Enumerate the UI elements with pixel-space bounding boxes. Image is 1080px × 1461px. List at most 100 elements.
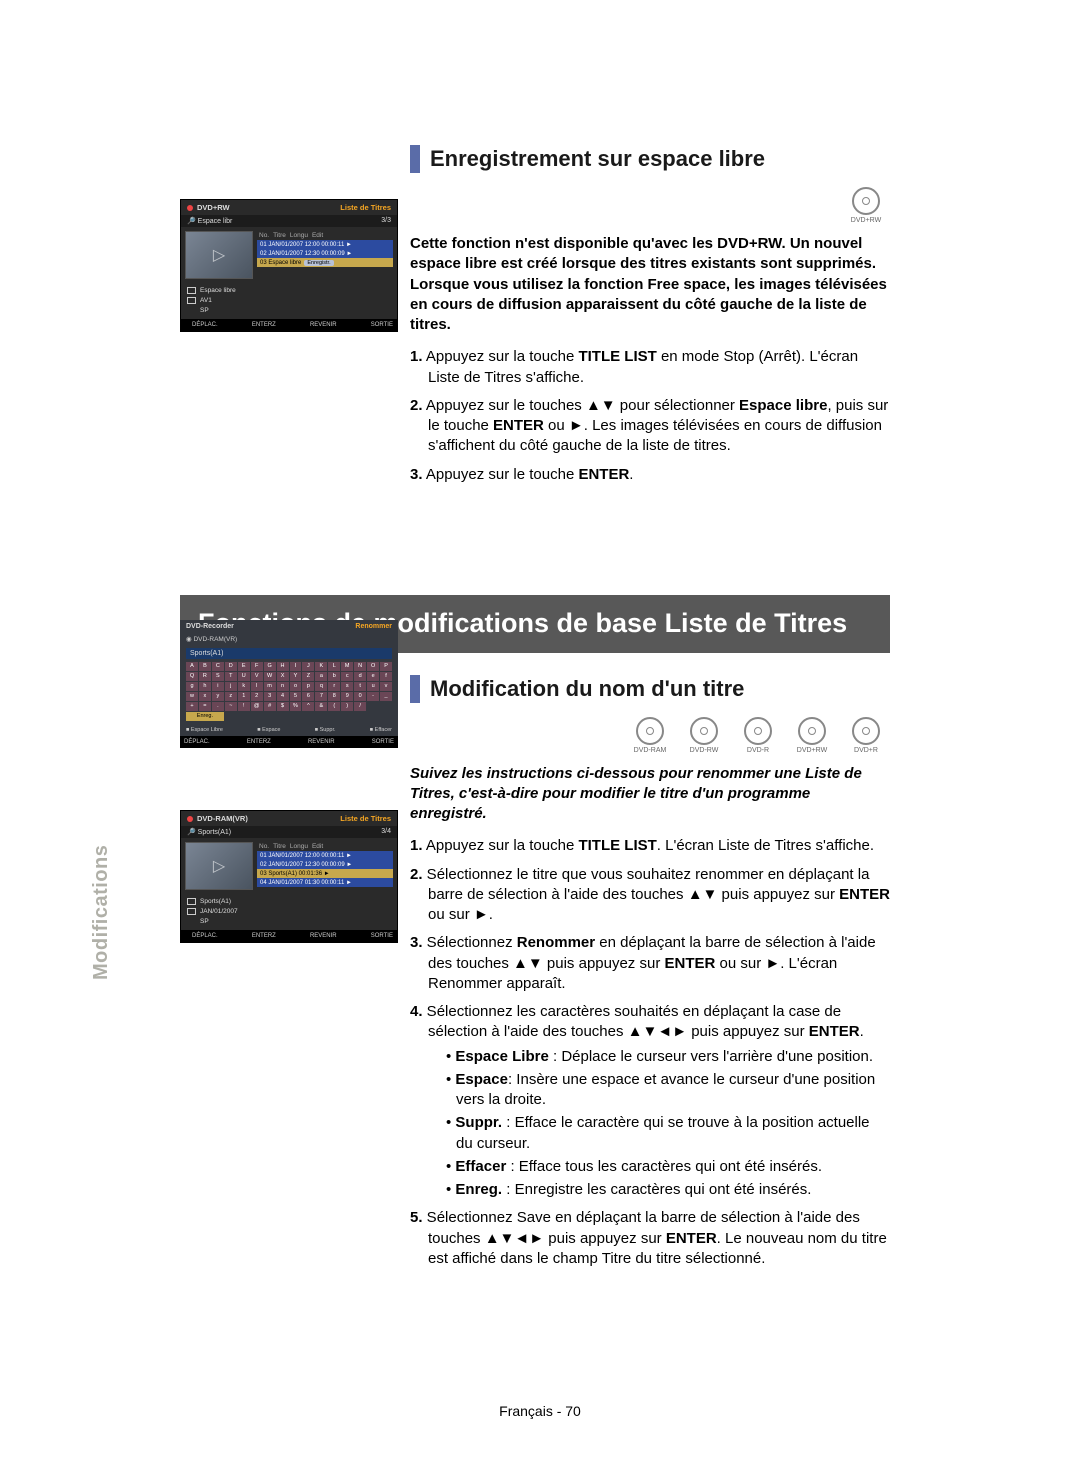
keyboard-key: O <box>367 662 379 671</box>
disc-icon: DVD+R <box>842 717 890 754</box>
substep-item: Suppr. : Efface le caractère qui se trou… <box>446 1113 890 1154</box>
keyboard-key: # <box>264 702 276 711</box>
hint-label: REVENIR <box>303 322 337 328</box>
keyboard-key: J <box>302 662 314 671</box>
list-row: 03 Sports(A1) 00:01:36 ► <box>257 869 393 878</box>
keyboard-key: / <box>354 702 366 711</box>
onscreen-keyboard: ABCDEFGHIJKLMNOPQRSTUVWXYZabcdefghijklmn… <box>186 662 392 721</box>
keyboard-key: i <box>212 682 224 691</box>
step-item: 3. Appuyez sur le touche ENTER. <box>410 465 890 485</box>
keyboard-key: ~ <box>225 702 237 711</box>
keyboard-key: M <box>341 662 353 671</box>
step-item: 2. Appuyez sur le touches ▲▼ pour sélect… <box>410 396 890 457</box>
keyboard-key: $ <box>277 702 289 711</box>
keyboard-key: 2 <box>251 692 263 701</box>
keyboard-key: r <box>328 682 340 691</box>
keyboard-key: 1 <box>238 692 250 701</box>
list-row: 04 JAN/01/2007 01:30 00:00:11 ► <box>257 878 393 887</box>
keyboard-key: 9 <box>341 692 353 701</box>
hint-label: SORTIE <box>364 933 393 939</box>
step-item: 3. Sélectionnez Renommer en déplaçant la… <box>410 933 890 994</box>
substep-item: Effacer : Efface tous les caractères qui… <box>446 1157 890 1177</box>
list-row: 01 JAN/01/2007 12:00 00:00:11 ► <box>257 240 393 249</box>
keyboard-key: S <box>212 672 224 681</box>
heading-rename: Modification du nom d'un titre <box>410 675 890 703</box>
keyboard-key: W <box>264 672 276 681</box>
meta-row: SP <box>187 917 391 926</box>
section-free-space: Enregistrement sur espace libre DVD+RW C… <box>410 145 890 485</box>
meta-row: Sports(A1) <box>187 897 391 906</box>
keyboard-key: 0 <box>354 692 366 701</box>
keyboard-key: 5 <box>290 692 302 701</box>
keyboard-key: & <box>315 702 327 711</box>
screenshot-title-list-dvdram: DVD-RAM(VR) Liste de Titres 🔎 Sports(A1)… <box>180 810 398 943</box>
title-list: No.TitreLonguEdit 01 JAN/01/2007 12:00 0… <box>257 842 393 890</box>
keyboard-key: A <box>186 662 198 671</box>
keyboard-key: l <box>251 682 263 691</box>
panel-meta: Sports(A1)JAN/01/2007SP <box>181 894 397 930</box>
keyboard-key: k <box>238 682 250 691</box>
title-list: No.TitreLonguEdit 01 JAN/01/2007 12:00 0… <box>257 231 393 279</box>
hint-label: REVENIR <box>308 739 335 745</box>
disc-icon: DVD-RW <box>680 717 728 754</box>
step-item: 2. Sélectionnez le titre que vous souhai… <box>410 865 890 926</box>
heading-free-space: Enregistrement sur espace libre <box>410 145 890 173</box>
record-icon <box>187 816 193 822</box>
keyboard-key: j <box>225 682 237 691</box>
disc-icon-row-2: DVD-RAMDVD-RWDVD-RDVD+RWDVD+R <box>410 717 890 754</box>
list-row: 03 Espace libreEnregistr. <box>257 258 393 267</box>
keyboard-key: n <box>277 682 289 691</box>
keyboard-key: a <box>315 672 327 681</box>
hint-label: SORTIE <box>372 739 394 745</box>
disc-icon: DVD-RAM <box>626 717 674 754</box>
record-icon <box>187 205 193 211</box>
video-thumbnail <box>185 231 253 279</box>
keyboard-key: Y <box>290 672 302 681</box>
panel-subheader: 🔎 Espace libr 3/3 <box>181 215 397 227</box>
list-header: No.TitreLonguEdit <box>257 842 393 851</box>
keyboard-key: c <box>341 672 353 681</box>
hint-label: REVENIR <box>303 933 337 939</box>
keyboard-key: B <box>199 662 211 671</box>
legend-item: Suppr. <box>315 727 336 733</box>
keyboard-key: @ <box>251 702 263 711</box>
legend-item: Espace <box>257 727 280 733</box>
screenshot-title-list-dvdrw: DVD+RW Liste de Titres 🔎 Espace libr 3/3… <box>180 199 398 332</box>
keyboard-key: w <box>186 692 198 701</box>
step-item: 1. Appuyez sur la touche TITLE LIST. L'é… <box>410 836 890 856</box>
keyboard-key: 6 <box>302 692 314 701</box>
keyboard-key: + <box>186 702 198 711</box>
keyboard-save-key: Enreg. <box>186 712 224 721</box>
substep-item: Enreg. : Enregistre les caractères qui o… <box>446 1180 890 1200</box>
keyboard-key: v <box>380 682 392 691</box>
panel-header: DVD-RAM(VR) Liste de Titres <box>181 811 397 826</box>
keyboard-key: _ <box>380 692 392 701</box>
keyboard-key: ( <box>328 702 340 711</box>
keyboard-key: 4 <box>277 692 289 701</box>
keyboard-key: x <box>199 692 211 701</box>
keyboard-key: = <box>199 702 211 711</box>
keyboard-key: ^ <box>302 702 314 711</box>
panel-subheader: 🔎 Sports(A1) 3/4 <box>181 826 397 838</box>
disc-icon: DVD+RW <box>842 187 890 224</box>
meta-row: JAN/01/2007 <box>187 907 391 916</box>
keyboard-key: L <box>328 662 340 671</box>
keyboard-key: 7 <box>315 692 327 701</box>
keyboard-key: y <box>212 692 224 701</box>
panel-meta: Espace libreAV1SP <box>181 283 397 319</box>
steps-list-1: 1. Appuyez sur la touche TITLE LIST en m… <box>410 347 890 485</box>
list-header: No.TitreLonguEdit <box>257 231 393 240</box>
list-row: 01 JAN/01/2007 12:00 00:00:11 ► <box>257 851 393 860</box>
step-item: 4. Sélectionnez les caractères souhaités… <box>410 1002 890 1200</box>
keyboard-key: D <box>225 662 237 671</box>
keyboard-key: g <box>186 682 198 691</box>
hint-label: DÉPLAC. <box>185 933 218 939</box>
keyboard-key: T <box>225 672 237 681</box>
keyboard-key: h <box>199 682 211 691</box>
legend-item: Effacer <box>370 727 392 733</box>
keyboard-key: H <box>277 662 289 671</box>
panel-header: DVD-Recorder Renommer <box>180 620 398 633</box>
keyboard-key: 8 <box>328 692 340 701</box>
step-item: 5. Sélectionnez Save en déplaçant la bar… <box>410 1208 890 1269</box>
intro-text-2: Suivez les instructions ci-dessous pour … <box>410 764 890 825</box>
